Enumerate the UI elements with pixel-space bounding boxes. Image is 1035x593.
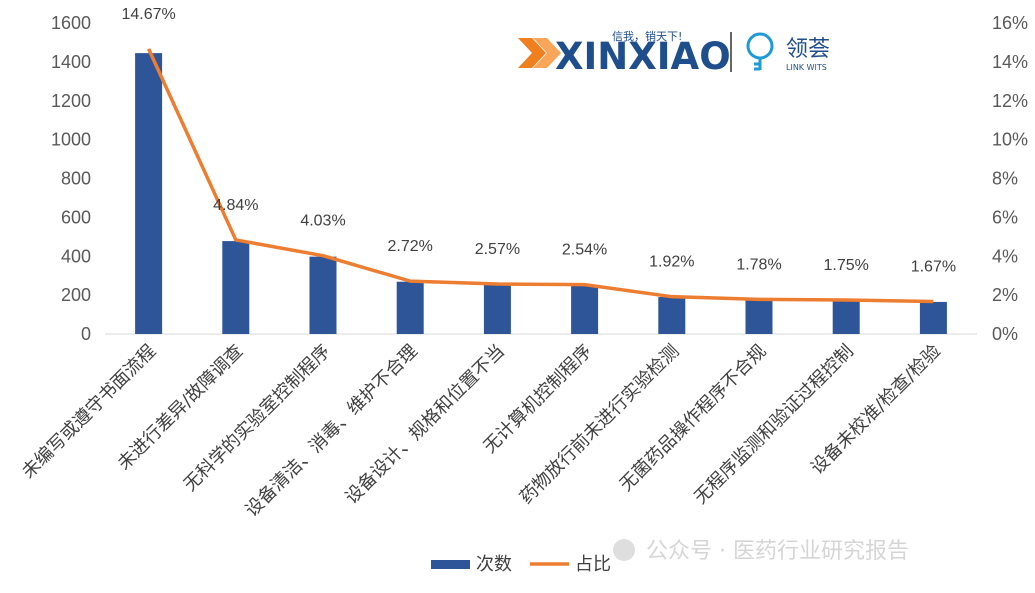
bar: [135, 53, 163, 335]
legend-line-label: 占比: [575, 554, 611, 575]
right-tick-label: 8%: [992, 169, 1018, 189]
bar-series: [105, 53, 977, 335]
line-data-label: 4.84%: [213, 197, 258, 214]
line-data-label: 2.54%: [562, 242, 607, 259]
category-label: 药物放行前未进行实验检测: [516, 341, 684, 509]
xinxiao-logo: XINXIAO 信我，销天下! 领荟 LINK WITS: [518, 29, 830, 78]
line-series: [147, 48, 934, 304]
line-data-label: 2.72%: [388, 238, 433, 255]
bar: [745, 299, 773, 334]
right-tick-label: 14%: [992, 52, 1028, 72]
right-tick-label: 12%: [992, 91, 1028, 111]
left-tick-label: 1000: [51, 130, 91, 150]
linkwits-bulb-icon: [746, 32, 774, 71]
right-tick-label: 2%: [992, 285, 1018, 305]
bar: [483, 284, 511, 334]
data-labels: 14.67% 4.84% 4.03% 2.72% 2.57% 2.54% 1.92% 1.78…: [121, 6, 956, 276]
right-tick-label: 10%: [992, 130, 1028, 150]
linkwits-brand-text: 领荟: [786, 37, 830, 62]
bar: [309, 256, 337, 334]
line-data-label: 1.67%: [911, 259, 956, 276]
right-tick-label: 4%: [992, 246, 1018, 266]
wechat-icon: [613, 539, 635, 561]
left-tick-label: 1200: [51, 91, 91, 111]
linkwits-sub-text: LINK WITS: [786, 63, 827, 72]
right-tick-label: 6%: [992, 207, 1018, 227]
xinxiao-chevron-icon: [518, 38, 546, 68]
left-tick-label: 1400: [51, 52, 91, 72]
legend: 次数 占比: [431, 554, 611, 575]
xinxiao-brand-text: XINXIAO: [555, 35, 731, 78]
left-tick-label: 200: [61, 285, 91, 305]
bar: [658, 297, 686, 334]
bar: [832, 300, 860, 334]
line-data-label: 4.03%: [300, 213, 345, 230]
category-label: 无程序监测和验证过程控制: [690, 341, 858, 509]
bar: [222, 241, 250, 334]
xinxiao-tagline: 信我，销天下!: [612, 29, 682, 43]
bar: [571, 285, 599, 334]
left-y-axis: 0 200 400 600 800 1000 1200 1400 1600: [51, 13, 91, 344]
left-tick-label: 1600: [51, 13, 91, 33]
category-labels: 未编写或遵守书面流程未进行差异/故障调查无科学的实验室控制程序设备清洁、消毒、维…: [18, 341, 945, 521]
category-label: 无菌药品操作程序不合规: [616, 341, 771, 496]
bar: [396, 281, 424, 334]
line-data-label: 2.57%: [475, 241, 520, 258]
legend-bar-swatch: [431, 560, 470, 569]
right-y-axis: 0% 2% 4% 6% 8% 10% 12% 14% 16%: [992, 13, 1028, 344]
right-tick-label: 16%: [992, 13, 1028, 33]
left-tick-label: 400: [61, 246, 91, 266]
line-data-label: 1.75%: [824, 257, 869, 274]
category-label: 设备清洁、消毒、维护不合理: [241, 341, 421, 521]
line-data-label: 14.67%: [121, 6, 175, 23]
line-path: [147, 48, 934, 304]
watermark: 公众号 · 医药行业研究报告: [613, 539, 909, 564]
category-label: 设备设计、规格和位置不当: [341, 341, 509, 509]
left-tick-label: 600: [61, 207, 91, 227]
legend-bar-label: 次数: [476, 554, 512, 575]
left-tick-label: 800: [61, 169, 91, 189]
line-data-label: 1.92%: [649, 254, 694, 271]
xinxiao-chevron-icon-2: [533, 38, 561, 68]
category-label: 无科学的实验室控制程序: [180, 341, 335, 496]
line-data-label: 1.78%: [736, 256, 781, 273]
right-tick-label: 0%: [992, 324, 1018, 344]
bar: [919, 301, 947, 334]
watermark-text: 公众号 · 医药行业研究报告: [646, 539, 909, 564]
left-tick-label: 0: [81, 324, 91, 344]
